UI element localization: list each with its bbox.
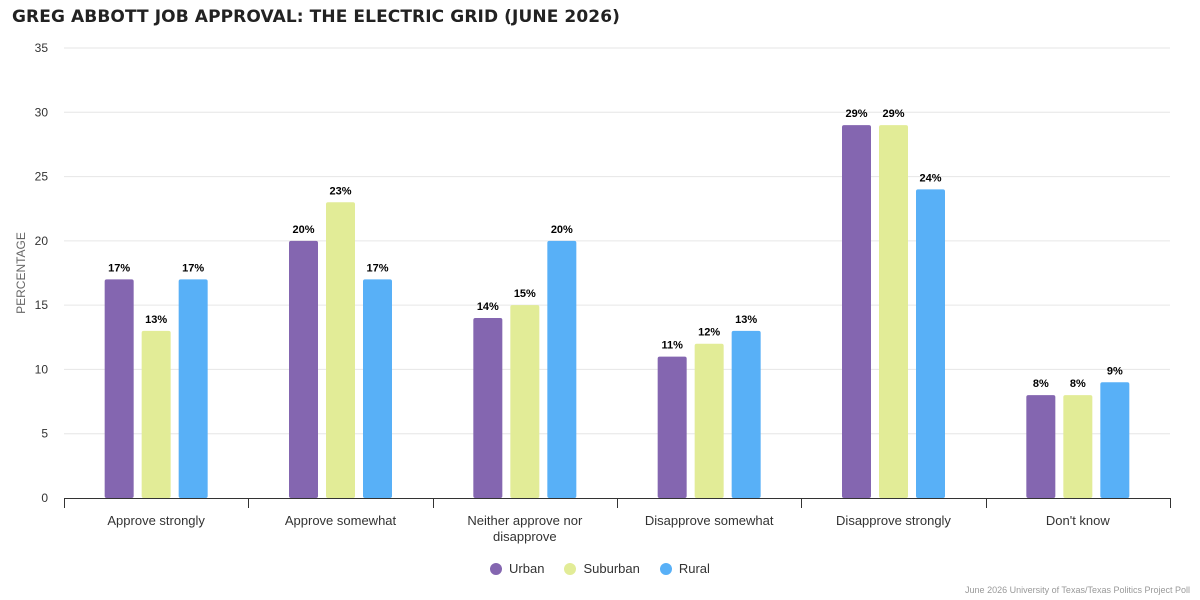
bar-urban [657,356,687,498]
data-label: 23% [329,185,351,197]
bar-urban [289,240,318,498]
data-label: 24% [919,172,941,184]
bar-rural [1100,382,1130,498]
legend-item-rural[interactable]: Rural [659,561,710,576]
data-label: 8% [1070,378,1086,390]
bar-suburban [510,305,540,498]
legend-swatch [490,562,503,575]
bar-rural [916,189,945,498]
y-tick-label: 30 [35,105,49,119]
bar-suburban [694,343,724,498]
data-label: 14% [477,301,499,313]
data-label: 17% [108,262,130,274]
legend-label: Suburban [583,561,640,576]
x-category-label: Disapprove somewhat [645,513,774,528]
y-tick-label: 15 [35,298,49,312]
data-label: 29% [882,108,904,120]
bar-suburban [879,125,908,499]
data-label: 8% [1033,378,1049,390]
bar-urban [842,125,871,499]
data-label: 20% [551,224,573,236]
data-label: 29% [845,108,867,120]
legend-item-urban[interactable]: Urban [490,561,544,576]
y-tick-label: 35 [35,41,49,55]
y-tick-label: 5 [41,427,48,441]
bar-rural [547,240,577,498]
legend-swatch [659,562,672,575]
chart-title: GREG ABBOTT JOB APPROVAL: THE ELECTRIC G… [12,7,621,27]
chart-credits: June 2026 University of Texas/Texas Poli… [965,585,1190,595]
data-label: 12% [698,327,720,339]
bar-suburban [1063,395,1093,498]
bar-rural [178,279,208,498]
bar-urban [473,318,503,498]
data-label: 13% [735,314,757,326]
data-label: 13% [145,314,167,326]
bar-rural [363,279,392,498]
data-label: 9% [1107,365,1123,377]
legend-label: Urban [509,561,545,576]
data-label: 17% [366,262,388,274]
y-axis-title: PERCENTAGE [14,232,28,314]
bar-suburban [141,330,171,498]
x-category-label: Disapprove strongly [836,513,951,528]
legend-item-suburban[interactable]: Suburban [564,561,640,576]
x-category-label: Approve somewhat [285,513,397,528]
chart-legend: Urban Suburban Rural [0,561,1200,576]
x-category-label: Approve strongly [107,513,205,528]
bar-urban [104,279,134,498]
y-tick-label: 0 [41,491,48,505]
y-tick-label: 25 [35,170,49,184]
y-tick-label: 10 [35,362,49,376]
x-category-label: Don't know [1046,513,1111,528]
bar-urban [1026,395,1056,498]
data-label: 15% [514,288,536,300]
data-label: 17% [182,262,204,274]
bar-suburban [326,202,355,499]
legend-swatch [564,562,577,575]
bar-rural [731,330,761,498]
y-tick-label: 20 [35,234,49,248]
data-label: 11% [661,340,683,352]
legend-label: Rural [678,561,710,576]
x-category-label: Neither approve nor disapprove [467,513,583,544]
data-label: 20% [292,224,314,236]
